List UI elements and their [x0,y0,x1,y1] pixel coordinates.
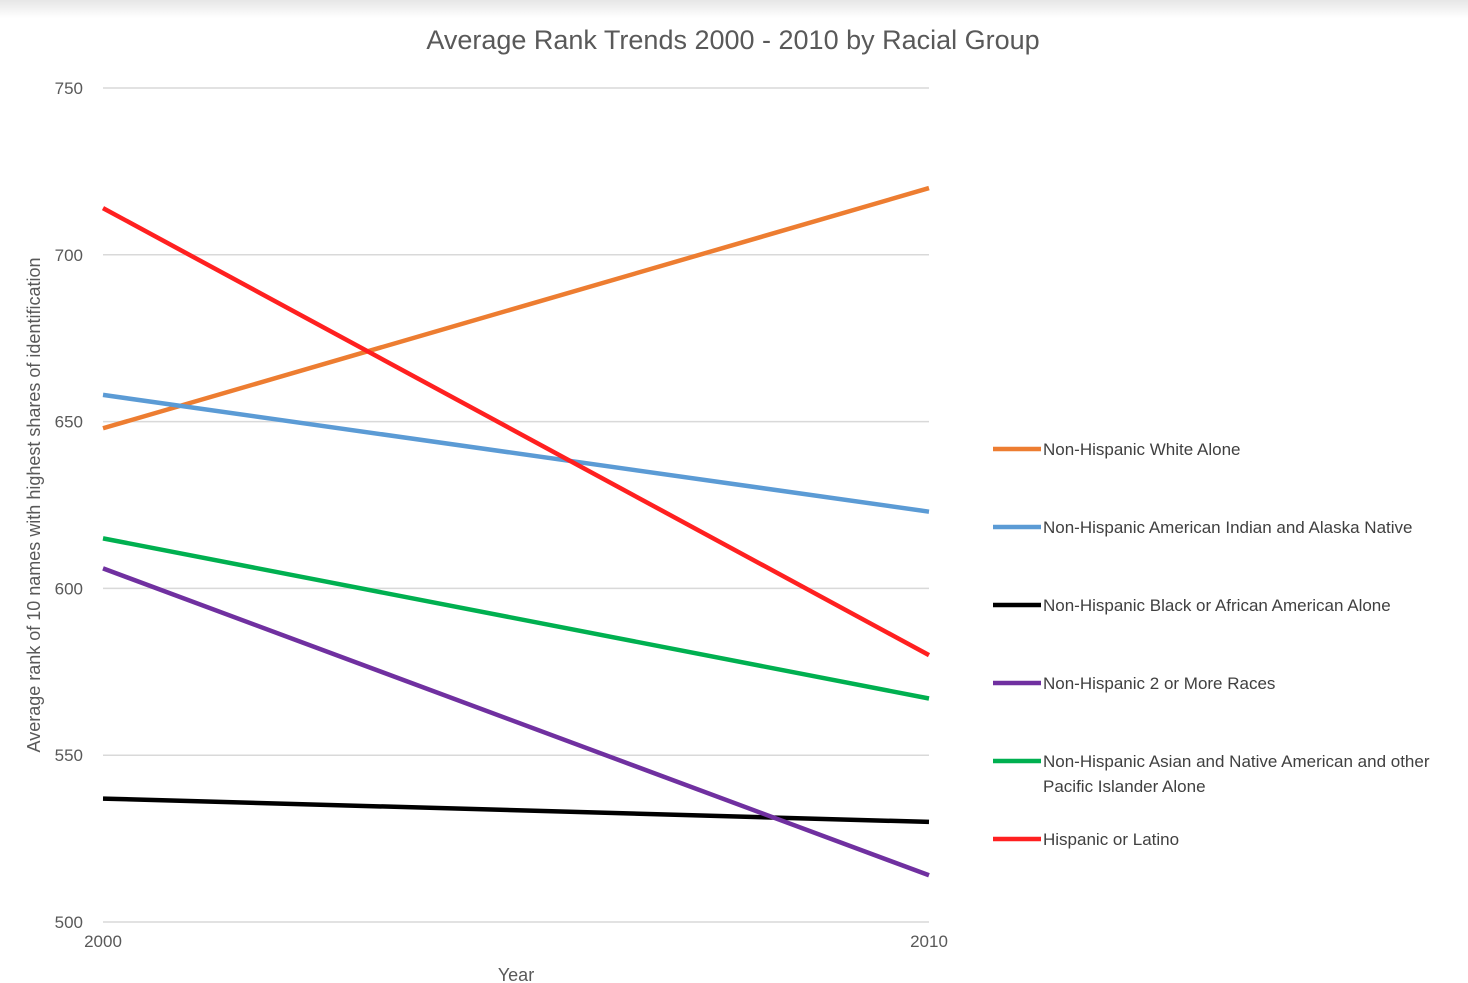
series-line [102,796,930,825]
series-line [102,536,930,701]
y-axis-label: Average rank of 10 names with highest sh… [24,258,44,753]
legend-label: Non-Hispanic 2 or More Races [1043,674,1275,693]
series-lines [101,185,931,878]
y-tick-label: 600 [55,579,83,598]
y-tick-label: 550 [55,746,83,765]
series-line [102,566,930,878]
legend-label: Non-Hispanic Black or African American A… [1043,596,1391,615]
y-tick-label: 750 [55,79,83,98]
legend-label: Non-Hispanic White Alone [1043,440,1240,459]
y-tick-label: 500 [55,913,83,932]
legend-label: Non-Hispanic Asian and Native American a… [1043,752,1430,771]
legend-label: Non-Hispanic American Indian and Alaska … [1043,518,1412,537]
series-line [102,392,930,514]
legend: Non-Hispanic White Alone Non-Hispanic Ame… [993,440,1430,849]
x-tick-label: 2000 [84,932,122,951]
series-line [101,206,931,658]
legend-label: Pacific Islander Alone [1043,777,1206,796]
grid-lines [103,87,929,923]
top-shade [0,0,1468,18]
x-tick-label: 2010 [910,932,948,951]
chart-title: Average Rank Trends 2000 - 2010 by Racia… [426,25,1039,55]
x-tick-labels: 2000 2010 [84,932,948,951]
y-tick-label: 700 [55,246,83,265]
y-tick-label: 650 [55,413,83,432]
x-axis-label: Year [498,965,534,983]
legend-label: Hispanic or Latino [1043,830,1179,849]
y-tick-labels: 500 550 600 650 700 750 [55,79,83,932]
series-line [102,185,930,431]
